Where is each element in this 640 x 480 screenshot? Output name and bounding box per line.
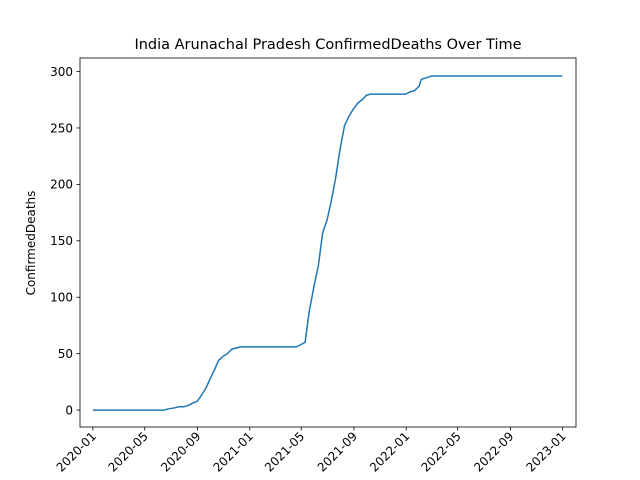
y-tick-label: 250 xyxy=(50,121,73,135)
axes-frame xyxy=(79,57,577,428)
series-line-0 xyxy=(92,75,563,411)
y-tick-label: 50 xyxy=(58,347,73,361)
y-tick-label: 150 xyxy=(50,234,73,248)
y-tick-label: 0 xyxy=(65,403,73,417)
y-tick-label: 300 xyxy=(50,65,73,79)
y-axis-label: ConfirmedDeaths xyxy=(24,191,38,296)
y-tick-label: 100 xyxy=(50,291,73,305)
y-tick-label: 200 xyxy=(50,178,73,192)
chart-title: India Arunachal Pradesh ConfirmedDeaths … xyxy=(134,37,521,53)
